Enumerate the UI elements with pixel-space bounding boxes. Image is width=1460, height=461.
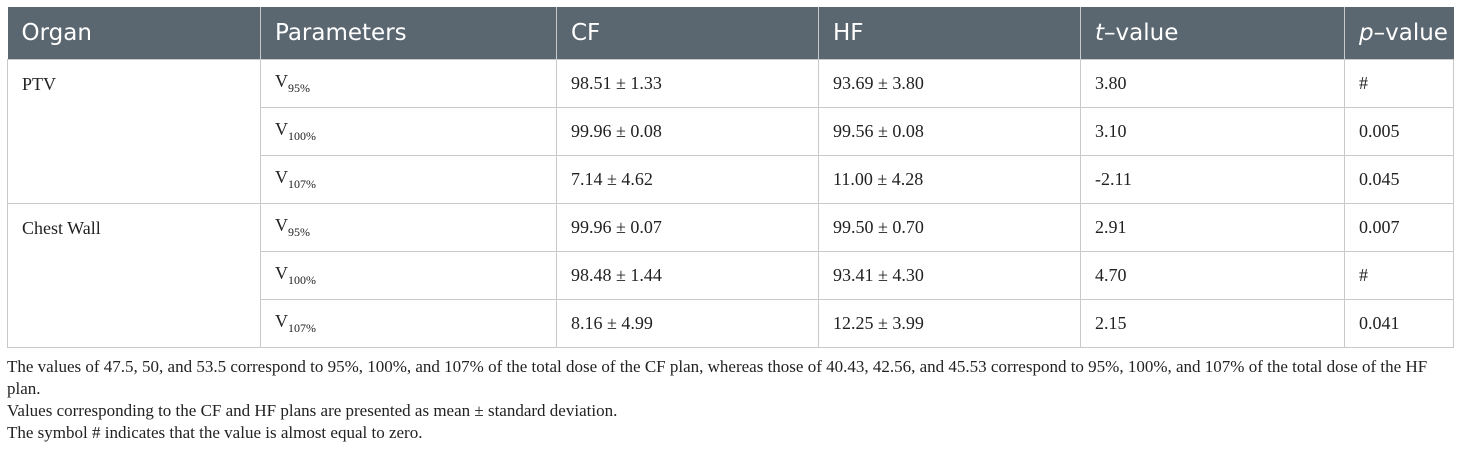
hf-cell: 93.69 ± 3.80 [818,58,1081,108]
dose-parameters-table: Organ Parameters CF HF t–value p–value P… [7,7,1454,348]
cf-cell: 98.48 ± 1.44 [556,250,819,300]
t-value-cell: 3.10 [1080,106,1345,156]
table-container: Organ Parameters CF HF t–value p–value P… [7,7,1454,444]
hf-cell: 93.41 ± 4.30 [818,250,1081,300]
t-value-cell: 4.70 [1080,250,1345,300]
p-italic: p [1359,19,1374,46]
p-suffix: –value [1373,19,1448,46]
hf-cell: 99.56 ± 0.08 [818,106,1081,156]
t-value-cell: 2.91 [1080,202,1345,252]
header-row: Organ Parameters CF HF t–value p–value [7,7,1454,59]
table-row: V107% 8.16 ± 4.99 12.25 ± 3.99 2.15 0.04… [8,298,1454,348]
t-value-cell: 3.80 [1080,58,1345,108]
table-row: V100% 98.48 ± 1.44 93.41 ± 4.30 4.70 # [8,250,1454,300]
cf-cell: 8.16 ± 4.99 [556,298,819,348]
hf-cell: 99.50 ± 0.70 [818,202,1081,252]
t-value-cell: -2.11 [1080,154,1345,204]
t-italic: t [1095,19,1105,46]
cf-cell: 98.51 ± 1.33 [556,58,819,108]
table-row: V100% 99.96 ± 0.08 99.56 ± 0.08 3.10 0.0… [8,106,1454,156]
parameter-cell: V107% [260,154,557,204]
parameter-cell: V95% [260,202,557,252]
cf-cell: 7.14 ± 4.62 [556,154,819,204]
parameter-cell: V107% [260,298,557,348]
footnote: The symbol # indicates that the value is… [7,422,423,442]
t-suffix: –value [1104,19,1179,46]
p-value-cell: 0.041 [1344,298,1454,348]
cf-cell: 99.96 ± 0.08 [556,106,819,156]
table-row: V107% 7.14 ± 4.62 11.00 ± 4.28 -2.11 0.0… [8,154,1454,204]
header-t-value: t–value [1080,7,1345,59]
p-value-cell: # [1344,250,1454,300]
table-row: Chest Wall V95% 99.96 ± 0.07 99.50 ± 0.7… [7,202,1454,348]
parameter-cell: V100% [260,250,557,300]
footnote: Values corresponding to the CF and HF pl… [7,400,618,420]
organ-cell: PTV [7,58,261,204]
header-cf: CF [556,7,819,59]
hf-cell: 12.25 ± 3.99 [818,298,1081,348]
header-p-value: p–value [1344,7,1454,59]
parameter-cell: V100% [260,106,557,156]
table-row: PTV V95% 98.51 ± 1.33 93.69 ± 3.80 3.80 … [7,58,1454,204]
p-value-cell: # [1344,58,1454,108]
hf-cell: 11.00 ± 4.28 [818,154,1081,204]
p-value-cell: 0.005 [1344,106,1454,156]
table-footnotes: The values of 47.5, 50, and 53.5 corresp… [7,356,1453,444]
p-value-cell: 0.007 [1344,202,1454,252]
parameter-cell: V95% [260,58,557,108]
header-organ: Organ [7,7,261,59]
footnote: The values of 47.5, 50, and 53.5 corresp… [7,356,1428,398]
p-value-cell: 0.045 [1344,154,1454,204]
organ-cell: Chest Wall [7,202,261,348]
header-parameters: Parameters [260,7,557,59]
t-value-cell: 2.15 [1080,298,1345,348]
cf-cell: 99.96 ± 0.07 [556,202,819,252]
header-hf: HF [818,7,1081,59]
